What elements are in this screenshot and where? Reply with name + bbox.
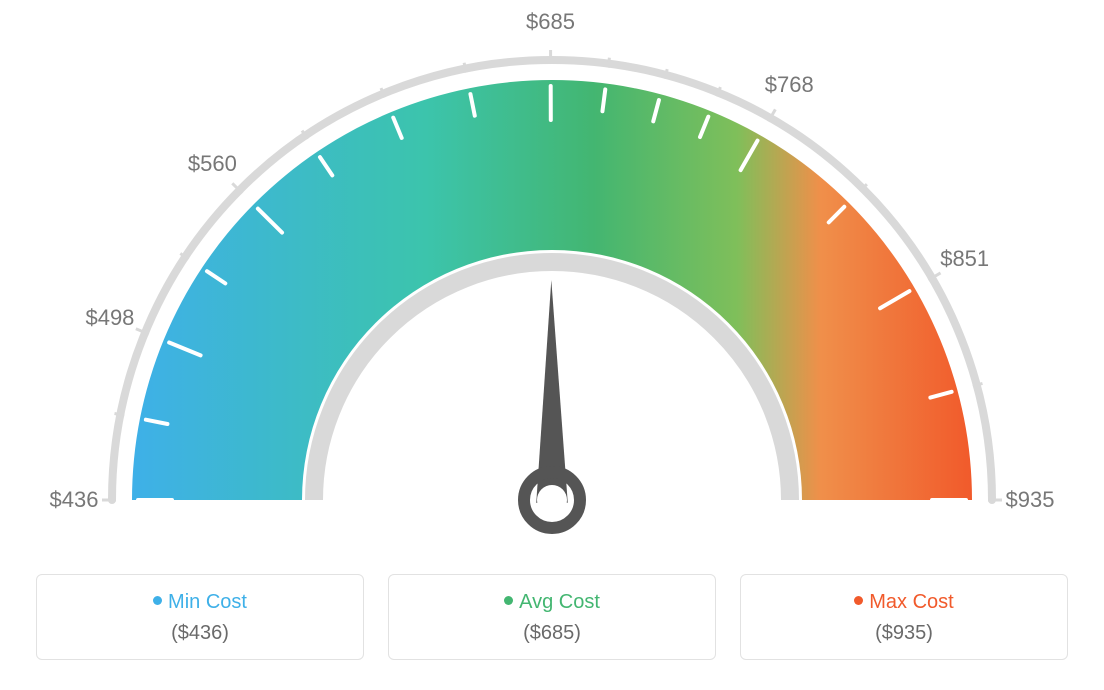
gauge-tick-label: $851 (940, 246, 989, 272)
gauge-tick-label: $685 (526, 9, 575, 35)
legend-max-title: Max Cost (751, 591, 1057, 614)
legend-min-card: Min Cost ($436) (36, 574, 364, 660)
legend-max-value: ($935) (751, 622, 1057, 645)
gauge-tick-label: $935 (1006, 487, 1055, 513)
legend-row: Min Cost ($436) Avg Cost ($685) Max Cost… (36, 574, 1068, 660)
legend-min-title: Min Cost (47, 591, 353, 614)
legend-min-dot (153, 596, 162, 605)
gauge-tick-label: $560 (188, 151, 237, 177)
gauge-svg (0, 0, 1104, 560)
legend-avg-value: ($685) (399, 622, 705, 645)
legend-max-card: Max Cost ($935) (740, 574, 1068, 660)
legend-min-label: Min Cost (168, 591, 247, 613)
gauge-tick-label: $498 (85, 305, 134, 331)
legend-min-value: ($436) (47, 622, 353, 645)
legend-avg-dot (504, 596, 513, 605)
gauge-tick-label: $436 (50, 487, 99, 513)
legend-avg-label: Avg Cost (519, 591, 600, 613)
legend-avg-card: Avg Cost ($685) (388, 574, 716, 660)
gauge-area: $436 $498 $560 $685 $768 $851 $935 (0, 0, 1104, 560)
cost-gauge-chart: $436 $498 $560 $685 $768 $851 $935 Min Cost ($… (0, 0, 1104, 690)
legend-avg-title: Avg Cost (399, 591, 705, 614)
gauge-tick-label: $768 (765, 72, 814, 98)
legend-max-dot (854, 596, 863, 605)
legend-max-label: Max Cost (869, 591, 953, 613)
